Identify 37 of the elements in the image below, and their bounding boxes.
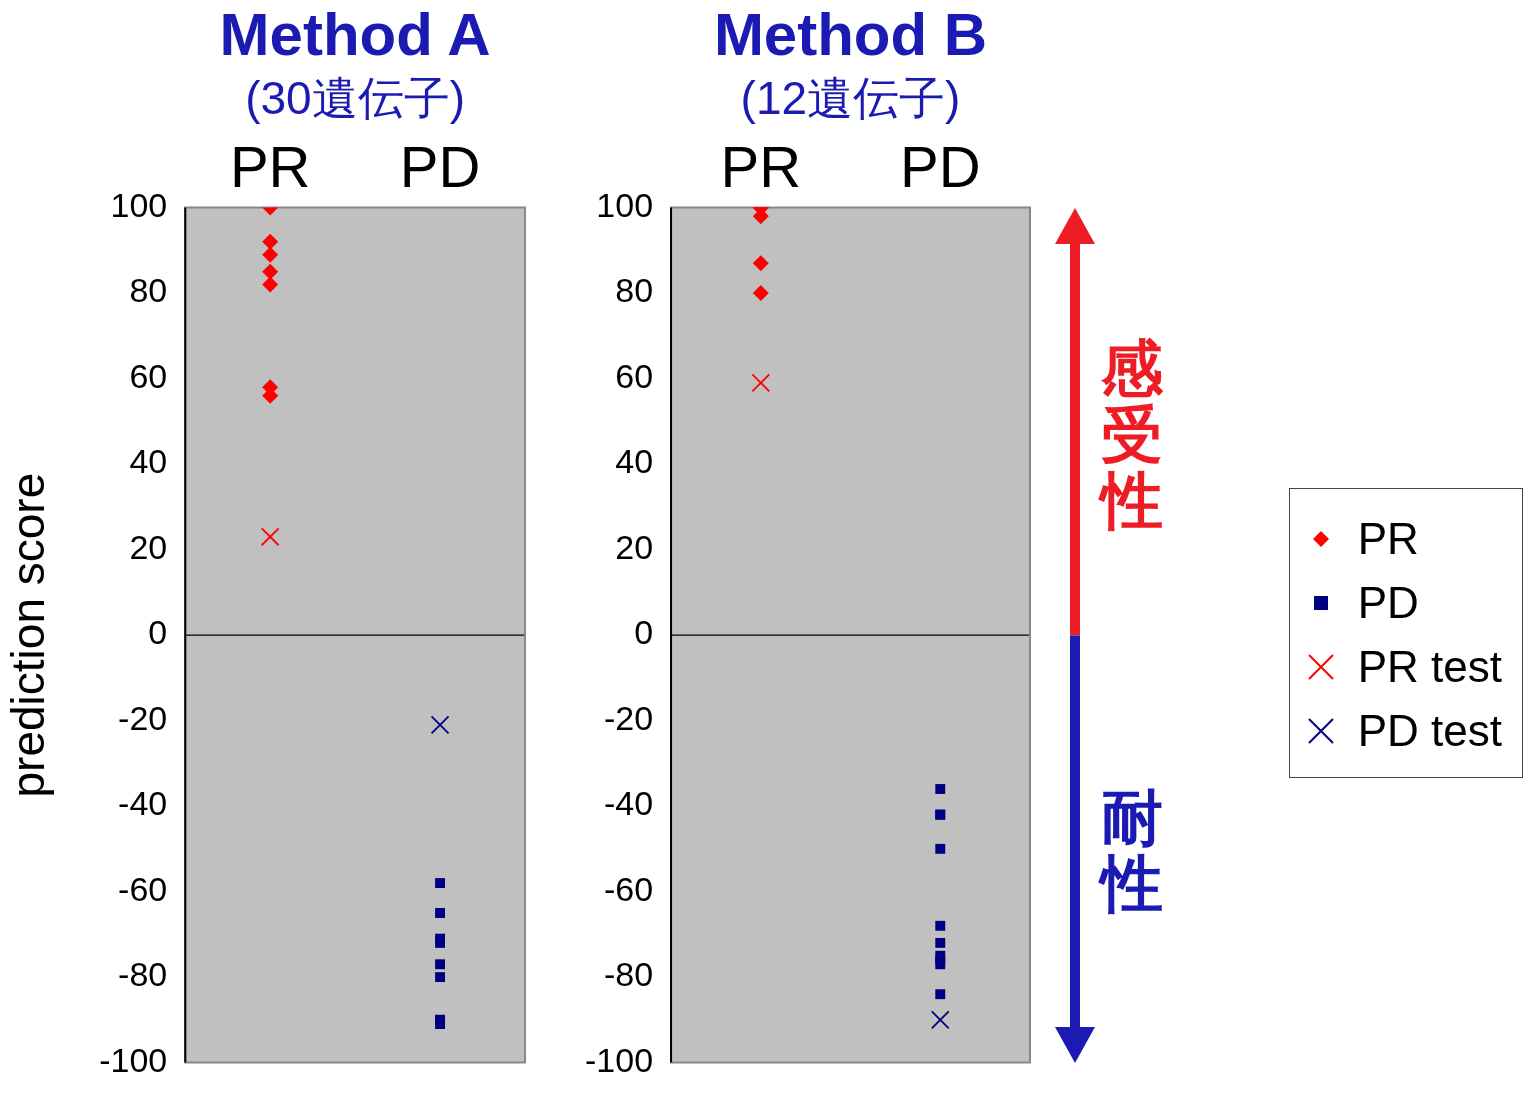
- y-tick-label: -40: [118, 784, 168, 823]
- y-tick-label: 60: [615, 356, 654, 395]
- chart-subtitle: (12遺伝子): [740, 71, 961, 126]
- text: 感受性: [1099, 333, 1164, 535]
- y-tick-label: -20: [118, 698, 168, 737]
- chart-subtitle: (30遺伝子): [245, 71, 466, 126]
- legend-label: PR: [1357, 514, 1419, 564]
- y-tick-label: 80: [129, 271, 168, 310]
- y-tick-label: 100: [596, 185, 654, 224]
- y-tick-label: 40: [129, 442, 168, 481]
- y-tick-label: -100: [99, 1040, 168, 1079]
- y-tick-label: -60: [603, 869, 654, 908]
- y-tick-label: 60: [129, 356, 168, 395]
- y-tick-label: 0: [634, 613, 654, 652]
- y-tick-label: -100: [584, 1040, 654, 1079]
- x-tick-label: PD: [399, 133, 481, 199]
- y-tick-label: 40: [615, 442, 654, 481]
- y-tick-label: -60: [118, 869, 168, 908]
- y-tick-label: 20: [129, 527, 168, 566]
- y-tick-label: -80: [603, 955, 654, 994]
- y-tick-label: 0: [148, 613, 168, 652]
- legend-label: PD test: [1357, 706, 1502, 756]
- chart-title: Method B: [713, 0, 988, 70]
- x-tick-label: PD: [899, 133, 981, 199]
- x-tick-label: PR: [229, 133, 311, 199]
- y-tick-label: 100: [110, 185, 168, 224]
- legend-label: PD: [1357, 578, 1419, 628]
- y-tick-label: 80: [615, 271, 654, 310]
- y-tick-label: 20: [615, 527, 654, 566]
- text: 耐性: [1099, 782, 1164, 918]
- chart-title: Method A: [219, 0, 491, 70]
- y-tick-label: -40: [603, 784, 654, 823]
- y-tick-label: -20: [603, 698, 654, 737]
- y-tick-label: -80: [118, 955, 168, 994]
- y-axis-title: prediction score: [2, 472, 55, 798]
- legend-label: PR test: [1357, 642, 1502, 692]
- x-tick-label: PR: [720, 133, 802, 199]
